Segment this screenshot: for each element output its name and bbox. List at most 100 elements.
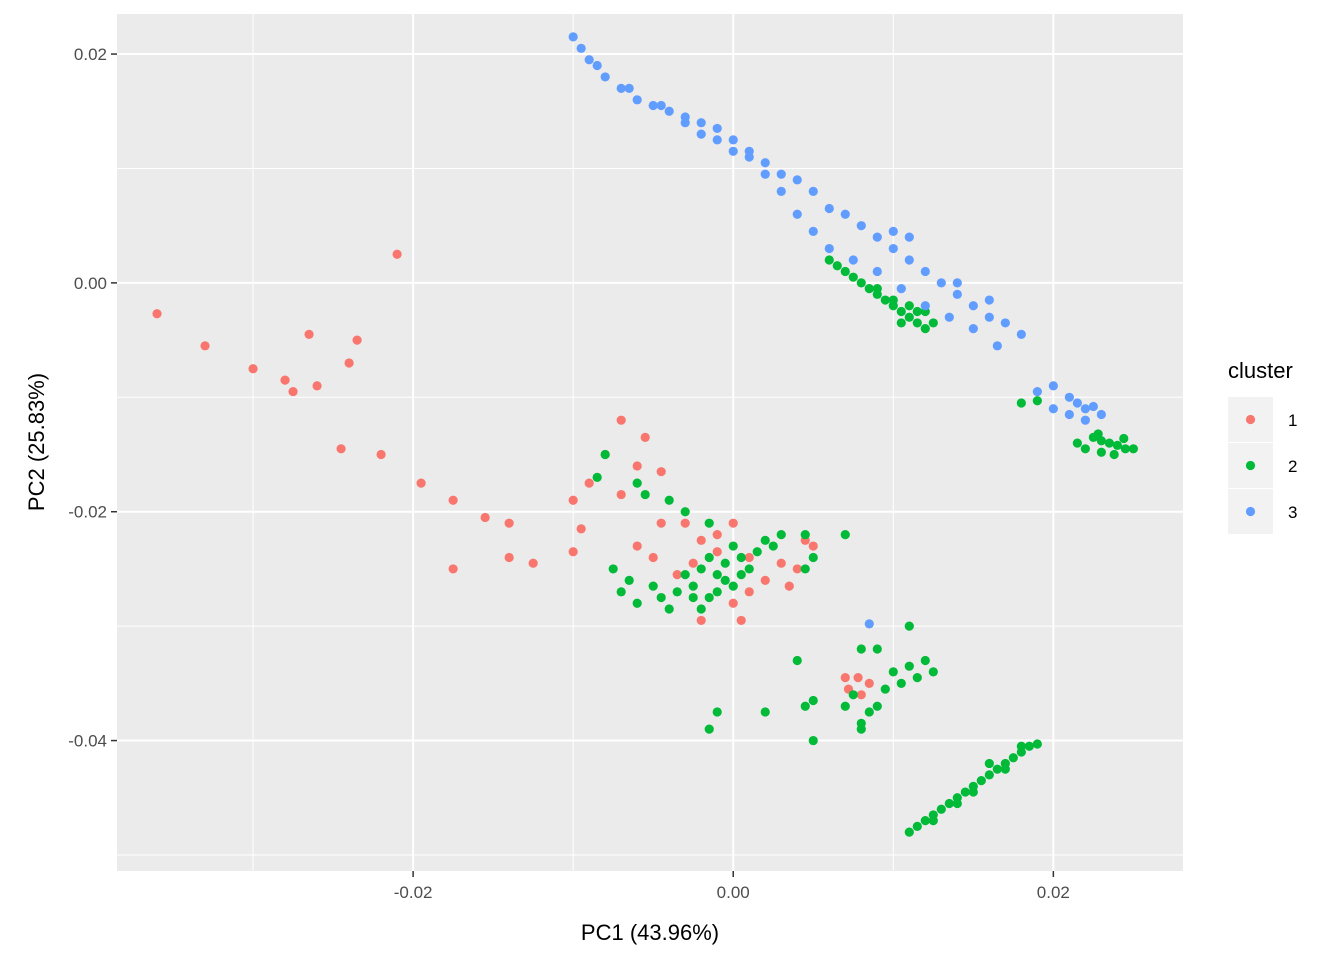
point-cluster-3: [888, 226, 898, 236]
point-cluster-3: [664, 106, 674, 116]
point-cluster-3: [808, 186, 818, 196]
point-cluster-3: [1072, 398, 1082, 408]
point-cluster-3: [904, 255, 914, 265]
point-cluster-3: [792, 175, 802, 185]
point-cluster-2: [904, 827, 914, 837]
point-cluster-2: [896, 678, 906, 688]
point-cluster-2: [912, 306, 922, 317]
point-cluster-1: [712, 530, 722, 540]
point-cluster-3: [824, 243, 834, 254]
y-tick-label: 0.02: [74, 45, 107, 64]
point-cluster-2: [1104, 438, 1114, 448]
point-cluster-2: [1112, 440, 1122, 450]
point-cluster-1: [744, 552, 754, 563]
point-cluster-2: [768, 541, 778, 551]
x-tick-label: -0.02: [394, 883, 433, 902]
point-cluster-2: [872, 284, 882, 294]
point-cluster-2: [864, 284, 874, 294]
point-cluster-1: [776, 558, 786, 568]
point-cluster-1: [504, 518, 514, 528]
point-cluster-2: [712, 570, 722, 580]
y-tick-label: 0.00: [74, 274, 107, 293]
point-cluster-2: [616, 587, 626, 597]
point-cluster-1: [632, 541, 642, 551]
point-cluster-2: [888, 667, 898, 677]
point-cluster-1: [312, 381, 322, 391]
legend-entries: 1 2 3: [1228, 397, 1297, 534]
point-cluster-3: [776, 186, 786, 196]
point-cluster-3: [968, 324, 978, 334]
point-cluster-3: [992, 341, 1002, 351]
point-cluster-2: [600, 449, 610, 460]
data-points: [152, 32, 1138, 837]
point-cluster-1: [248, 364, 258, 374]
point-cluster-2: [1093, 429, 1103, 439]
point-cluster-2: [808, 735, 818, 746]
point-cluster-2: [864, 707, 874, 717]
point-cluster-3: [1000, 318, 1010, 328]
point-cluster-2: [1032, 396, 1042, 406]
point-cluster-2: [800, 530, 810, 540]
point-cluster-2: [736, 570, 746, 580]
point-cluster-1: [152, 309, 162, 319]
point-cluster-2: [776, 530, 786, 540]
y-axis-title: PC2 (25.83%): [24, 373, 49, 511]
point-cluster-2: [912, 318, 922, 328]
point-cluster-3: [864, 619, 874, 629]
point-cluster-2: [704, 552, 714, 563]
point-cluster-3: [1064, 392, 1074, 402]
point-cluster-2: [704, 518, 714, 528]
point-cluster-2: [984, 758, 994, 769]
point-cluster-2: [712, 707, 722, 717]
point-cluster-1: [680, 518, 690, 528]
point-cluster-1: [280, 375, 290, 385]
point-cluster-3: [712, 135, 722, 145]
point-cluster-1: [288, 386, 298, 397]
point-cluster-2: [632, 598, 642, 608]
point-cluster-2: [744, 564, 754, 574]
point-cluster-3: [968, 301, 978, 311]
point-cluster-1: [688, 558, 698, 568]
point-cluster-2: [760, 707, 770, 717]
point-cluster-3: [904, 232, 914, 242]
point-cluster-3: [1064, 409, 1074, 420]
point-cluster-2: [960, 787, 970, 797]
point-cluster-1: [344, 358, 354, 368]
legend-label-3: 3: [1288, 503, 1297, 522]
point-cluster-1: [568, 547, 578, 557]
plot-panel: [117, 14, 1183, 871]
point-cluster-1: [792, 564, 802, 574]
point-cluster-3: [600, 72, 610, 82]
point-cluster-3: [824, 203, 834, 214]
point-cluster-2: [720, 558, 730, 568]
point-cluster-3: [1016, 329, 1026, 339]
point-cluster-2: [984, 770, 994, 780]
point-cluster-3: [696, 129, 706, 139]
point-cluster-3: [944, 312, 954, 322]
point-cluster-2: [728, 581, 738, 591]
point-cluster-2: [1024, 741, 1034, 751]
point-cluster-2: [1096, 436, 1106, 446]
point-cluster-3: [848, 255, 858, 265]
legend-label-1: 1: [1288, 411, 1297, 430]
point-cluster-3: [984, 295, 994, 305]
x-tick-label: 0.02: [1037, 883, 1070, 902]
point-cluster-2: [1016, 741, 1026, 751]
point-cluster-3: [592, 60, 602, 71]
point-cluster-1: [760, 575, 770, 585]
point-cluster-1: [728, 598, 738, 608]
point-cluster-3: [696, 118, 706, 128]
point-cluster-2: [904, 621, 914, 631]
point-cluster-2: [968, 787, 978, 797]
point-cluster-2: [792, 655, 802, 666]
point-cluster-2: [800, 564, 810, 574]
point-cluster-2: [648, 581, 658, 591]
grid-minor: [117, 14, 1183, 871]
point-cluster-2: [1000, 764, 1010, 774]
point-cluster-2: [1016, 398, 1026, 408]
point-cluster-2: [880, 295, 890, 305]
point-cluster-2: [976, 776, 986, 786]
point-cluster-3: [792, 209, 802, 219]
point-cluster-2: [920, 655, 930, 666]
